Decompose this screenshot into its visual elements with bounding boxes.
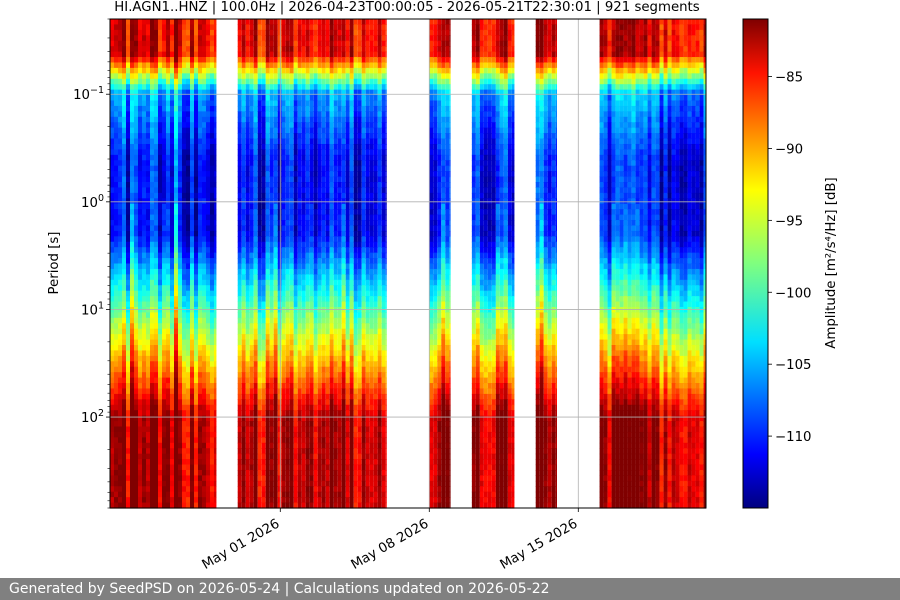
data-segment bbox=[237, 19, 387, 509]
data-segment bbox=[110, 19, 217, 509]
colorbar-tick-label: −90 bbox=[775, 142, 803, 157]
x-axis: May 01 2026 May 08 2026 May 15 2026 bbox=[200, 508, 581, 573]
plot-frame bbox=[109, 18, 707, 509]
data-segment bbox=[429, 19, 451, 509]
colorbar-axis: −85 −90 −95 −100 −105 −110 bbox=[768, 71, 812, 445]
y-tick-label: 10−1 bbox=[73, 85, 104, 103]
grid-lines bbox=[110, 19, 706, 508]
colorbar-tick-label: −95 bbox=[775, 214, 803, 229]
data-segment bbox=[471, 19, 515, 509]
data-segment bbox=[535, 19, 557, 509]
y-tick-label: 102 bbox=[81, 408, 104, 426]
x-tick-label: May 15 2026 bbox=[498, 516, 581, 572]
data-segment bbox=[599, 19, 706, 509]
plot-area bbox=[110, 19, 706, 509]
colorbar-tick-label: −110 bbox=[775, 430, 812, 445]
y-axis: 10−1 100 101 102 bbox=[73, 18, 110, 509]
chart: HI.AGN1..HNZ | 100.0Hz | 2026-04-23T00:0… bbox=[47, 0, 839, 573]
footer-bar: Generated by SeedPSD on 2026-05-24 | Cal… bbox=[0, 578, 900, 600]
chart-title: HI.AGN1..HNZ | 100.0Hz | 2026-04-23T00:0… bbox=[114, 0, 699, 15]
colorbar-label: Amplitude [m²/s⁴/Hz] [dB] bbox=[824, 177, 839, 348]
x-tick-label: May 08 2026 bbox=[349, 516, 432, 572]
footer-text: Generated by SeedPSD on 2026-05-24 | Cal… bbox=[9, 581, 550, 597]
colorbar-tick-label: −105 bbox=[775, 358, 812, 373]
colorbar-tick-label: −100 bbox=[775, 286, 812, 301]
y-tick-label: 101 bbox=[81, 300, 104, 318]
colorbar bbox=[742, 18, 769, 509]
colorbar-tick-label: −85 bbox=[775, 71, 803, 86]
y-tick-label: 100 bbox=[81, 193, 104, 211]
y-axis-label: Period [s] bbox=[47, 232, 62, 295]
x-tick-label: May 01 2026 bbox=[200, 516, 283, 572]
